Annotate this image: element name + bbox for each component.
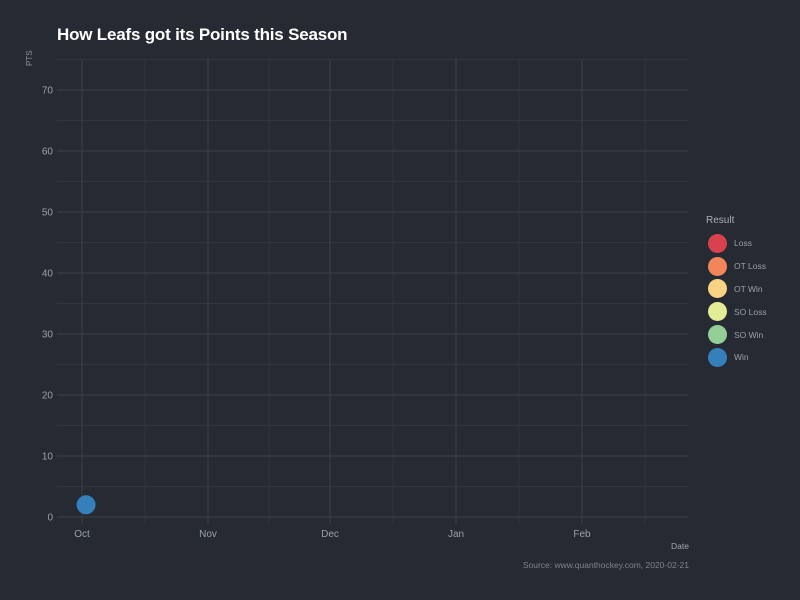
y-tick-label: 30 [42,330,54,341]
y-tick-label: 10 [42,452,54,463]
legend: Result Loss OT Loss OT Win SO Loss SO Win Win [706,215,767,369]
legend-label: Loss [734,238,752,249]
x-tick-label: Jan [448,529,464,540]
legend-label: SO Win [734,329,764,340]
x-tick-label: Oct [74,529,90,540]
legend-item: SO Loss [706,300,767,323]
y-tick-label: 0 [47,513,53,524]
x-tick-label: Feb [573,529,591,540]
legend-title: Result [706,215,735,226]
legend-label: OT Win [734,283,763,294]
y-tick-label: 20 [42,391,54,402]
legend-swatch [708,233,727,253]
legend-item: Win [706,346,767,369]
legend-swatch [708,256,727,276]
legend-swatch [708,302,727,322]
legend-label: Win [734,352,749,363]
y-tick-label: 70 [42,86,54,97]
legend-label: SO Loss [734,306,767,317]
legend-label: OT Loss [734,261,766,272]
y-tick-label: 50 [42,208,54,219]
legend-items: Loss OT Loss OT Win SO Loss SO Win Win [706,232,767,369]
legend-swatch [708,279,727,299]
legend-swatch [708,325,727,345]
source-caption: Source: www.quanthockey.com, 2020-02-21 [522,560,689,570]
legend-item: OT Win [706,278,767,301]
y-tick-label: 60 [42,147,54,158]
x-tick-label: Nov [199,529,217,540]
x-axis-label: Date [671,541,689,551]
legend-item: SO Win [706,323,767,346]
legend-swatch [708,347,727,367]
y-tick-label: 40 [42,269,54,280]
data-point [76,495,96,515]
chart-title: How Leafs got its Points this Season [57,25,348,44]
legend-item: Loss [706,232,767,255]
legend-item: OT Loss [706,255,767,278]
x-tick-label: Dec [321,529,339,540]
